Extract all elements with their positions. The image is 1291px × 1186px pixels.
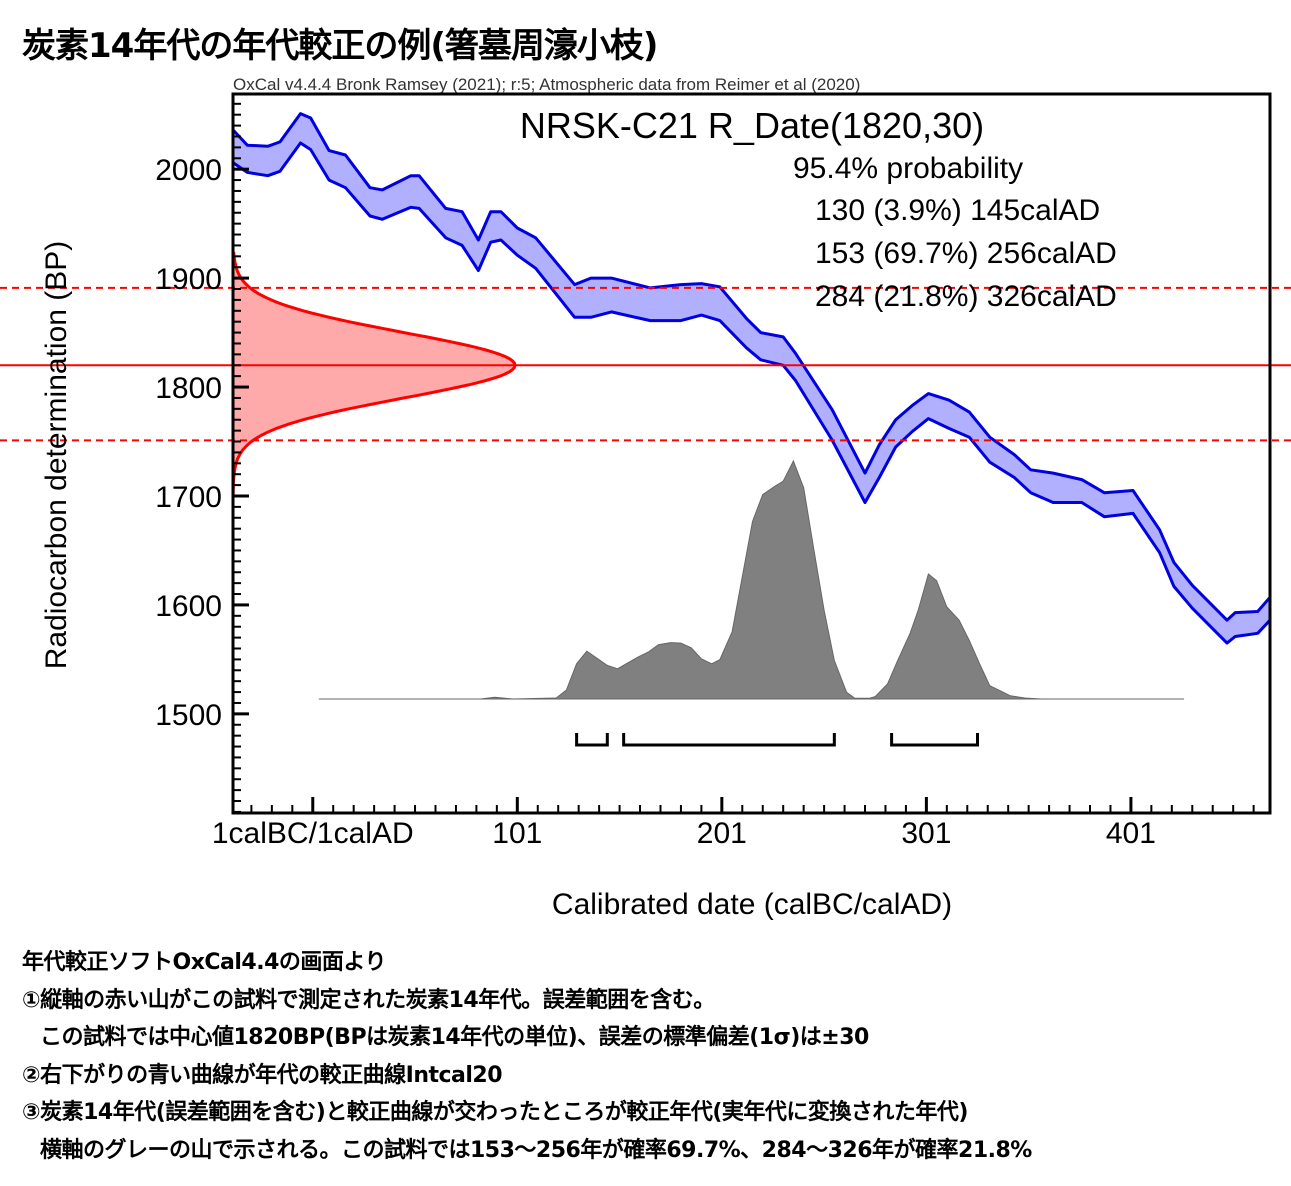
probability-range-1: 130 (3.9%) 145calAD (815, 194, 1100, 227)
y-tick-label: 1500 (155, 699, 222, 732)
probability-range-3: 284 (21.8%) 326calAD (815, 280, 1117, 313)
date-outline (231, 251, 517, 496)
calibration-curve (231, 112, 1272, 645)
probability-range-2: 153 (69.7%) 256calAD (815, 237, 1117, 270)
y-tick-label: 2000 (155, 154, 222, 187)
range-brackets (575, 733, 980, 747)
caption-line: ①縦軸の赤い山がこの試料で測定された炭素14年代。誤差範囲を含む。 (22, 987, 715, 1013)
caption-line: ③炭素14年代(誤差範囲を含む)と較正曲線が交わったところが較正年代(実年代に変… (22, 1100, 968, 1126)
x-axis-label: Calibrated date (calBC/calAD) (552, 888, 952, 921)
x-tick-label: 301 (901, 817, 951, 850)
axis-ticks (233, 102, 1255, 813)
probability-heading: 95.4% probability (793, 152, 1023, 185)
calibration-curve-lower (232, 141, 1272, 645)
plot-frame (231, 92, 1272, 815)
date-lines (0, 286, 1291, 442)
tick-labels: 1calBC/1calAD 101 201 301 401 2000 1900 1800 170… (155, 154, 1156, 850)
caption-line: ②右下がりの青い曲線が年代の較正曲線Intcal20 (22, 1062, 503, 1088)
calibration-curve-upper (231, 112, 1272, 622)
caption: 年代較正ソフトOxCal4.4の画面より ①縦軸の赤い山がこの試料で測定された炭… (22, 944, 1032, 1170)
page-title: 炭素14年代の年代較正の例(箸墓周濠小枝) (22, 26, 658, 66)
x-tick-label: 1calBC/1calAD (212, 817, 414, 850)
x-tick-label: 101 (492, 817, 542, 850)
chart-title: NRSK-C21 R_Date(1820,30) (520, 105, 984, 146)
range-bracket (890, 733, 980, 747)
caption-line: 横軸のグレーの山で示される。この試料では153～256年が確率69.7%、284… (40, 1137, 1032, 1163)
calibration-curve-band (233, 113, 1270, 644)
y-axis-label: Radiocarbon determination (BP) (40, 241, 73, 670)
radiocarbon-date-distribution (231, 251, 517, 496)
x-tick-label: 401 (1106, 817, 1156, 850)
chart-header: OxCal v4.4.4 Bronk Ramsey (2021); r:5; A… (233, 75, 860, 94)
y-tick-label: 1800 (155, 372, 222, 405)
range-bracket (622, 733, 836, 747)
calibration-chart: OxCal v4.4.4 Bronk Ramsey (2021); r:5; A… (0, 75, 1291, 921)
caption-line: この試料では中心値1820BP(BPは炭素14年代の単位)、誤差の標準偏差(1σ… (40, 1025, 869, 1051)
caption-line: 年代較正ソフトOxCal4.4の画面より (22, 950, 386, 975)
posterior-area (318, 459, 1185, 700)
y-tick-label: 1600 (155, 590, 222, 623)
y-tick-label: 1700 (155, 481, 222, 514)
date-area (233, 252, 515, 496)
range-bracket (575, 733, 609, 747)
y-tick-label: 1900 (155, 263, 222, 296)
posterior-distribution (318, 459, 1185, 700)
x-tick-label: 201 (697, 817, 747, 850)
